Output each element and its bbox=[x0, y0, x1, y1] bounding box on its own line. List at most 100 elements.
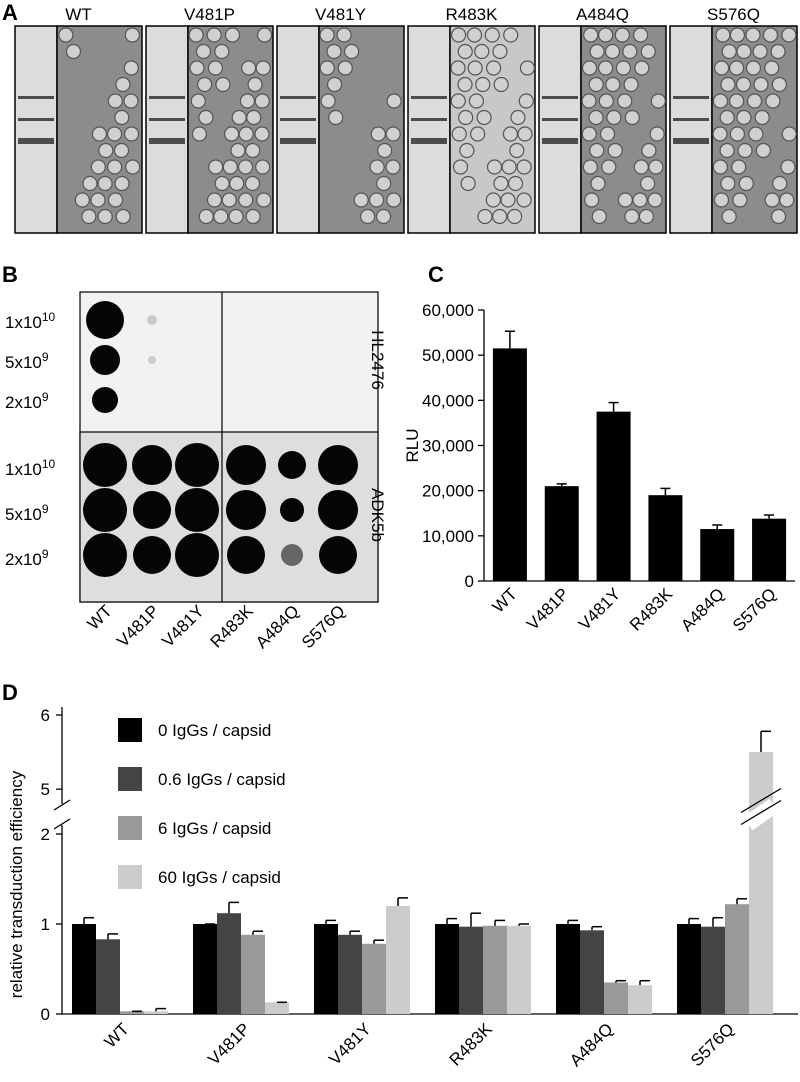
gel-band bbox=[18, 118, 54, 121]
particle bbox=[599, 126, 616, 142]
particle bbox=[106, 126, 123, 142]
bar bbox=[386, 906, 410, 1014]
particle bbox=[755, 142, 771, 159]
panel-letter: C bbox=[428, 262, 444, 287]
particle bbox=[467, 60, 483, 76]
particle bbox=[606, 109, 622, 126]
blot-dot bbox=[319, 536, 357, 574]
particle bbox=[780, 159, 796, 175]
particle bbox=[753, 76, 769, 93]
particle bbox=[737, 142, 753, 159]
particle bbox=[206, 192, 223, 208]
bar-break-line bbox=[740, 787, 782, 814]
blot-dot bbox=[86, 301, 124, 339]
particle bbox=[650, 93, 666, 109]
particle bbox=[713, 60, 730, 76]
particle bbox=[231, 109, 247, 126]
dilution-label: 1x1010 bbox=[5, 457, 56, 479]
particle bbox=[781, 27, 797, 43]
dilution-label: 5x109 bbox=[5, 502, 49, 524]
y-tick-label: 20,000 bbox=[422, 482, 474, 501]
x-tick-label: V481P bbox=[204, 1019, 254, 1069]
panel-letter: B bbox=[2, 262, 18, 287]
bar bbox=[648, 495, 683, 581]
particle bbox=[238, 192, 254, 208]
gel-band bbox=[673, 138, 709, 144]
particle bbox=[375, 208, 392, 225]
legend-label: 0.6 IgGs / capsid bbox=[158, 770, 286, 789]
panel-label: A484Q bbox=[576, 5, 629, 24]
y-tick-label: 40,000 bbox=[422, 391, 474, 410]
particle bbox=[762, 27, 779, 43]
particle bbox=[617, 93, 633, 109]
blot-dot bbox=[175, 443, 219, 487]
particle bbox=[256, 192, 272, 208]
particle bbox=[510, 109, 526, 126]
legend-swatch bbox=[118, 816, 142, 840]
x-tick-label: V481P bbox=[523, 584, 573, 634]
particle bbox=[745, 60, 762, 76]
gel-band bbox=[149, 138, 185, 144]
blot-dot bbox=[148, 356, 156, 364]
particle bbox=[360, 208, 376, 225]
gel-band bbox=[542, 138, 578, 144]
particle bbox=[615, 60, 632, 76]
particle bbox=[735, 76, 752, 93]
particle bbox=[344, 43, 360, 60]
particle bbox=[386, 93, 402, 109]
particle bbox=[500, 192, 516, 208]
particle bbox=[617, 192, 633, 208]
dilution-base: 2x10 bbox=[5, 550, 42, 569]
blot-dot bbox=[83, 533, 127, 577]
antibody-label: HL2476 bbox=[368, 330, 387, 390]
particle bbox=[501, 159, 517, 175]
particle bbox=[207, 60, 224, 76]
particle bbox=[770, 208, 787, 225]
particle bbox=[581, 60, 598, 76]
particle bbox=[246, 109, 262, 126]
particle bbox=[484, 27, 500, 43]
particle bbox=[736, 43, 752, 60]
bar bbox=[752, 518, 787, 581]
particle bbox=[224, 27, 241, 43]
blot-dot bbox=[92, 387, 118, 413]
particle bbox=[601, 159, 617, 175]
panel-letter: A bbox=[2, 0, 18, 25]
particle bbox=[764, 192, 780, 208]
legend-label: 60 IgGs / capsid bbox=[158, 868, 281, 887]
particle bbox=[459, 142, 475, 159]
x-tick-label: A484Q bbox=[677, 584, 728, 635]
particle bbox=[507, 208, 523, 225]
particle bbox=[712, 126, 728, 142]
particle bbox=[353, 192, 369, 208]
particle bbox=[376, 175, 392, 192]
dilution-label: 2x109 bbox=[5, 390, 49, 412]
particle bbox=[215, 76, 231, 93]
particle bbox=[198, 109, 214, 126]
particle bbox=[123, 126, 140, 142]
bar bbox=[507, 925, 531, 1014]
y-tick-label: 30,000 bbox=[422, 437, 474, 456]
gel-band bbox=[673, 118, 709, 121]
particle bbox=[113, 142, 130, 159]
y-tick-label: 50,000 bbox=[422, 346, 474, 365]
column-label: R483K bbox=[207, 601, 258, 652]
particle bbox=[518, 93, 534, 109]
bar bbox=[725, 904, 749, 1014]
particle bbox=[712, 93, 729, 109]
particle bbox=[736, 109, 752, 126]
particle bbox=[114, 175, 130, 192]
particle bbox=[221, 192, 237, 208]
particle bbox=[97, 175, 113, 192]
bar bbox=[217, 913, 241, 1014]
bar bbox=[556, 924, 580, 1014]
particle bbox=[255, 159, 271, 175]
particle bbox=[123, 93, 139, 109]
particle bbox=[244, 175, 261, 192]
particle bbox=[476, 109, 492, 126]
particle bbox=[712, 159, 729, 175]
particle bbox=[720, 175, 736, 192]
particle bbox=[65, 43, 82, 60]
particle bbox=[337, 60, 353, 76]
particle bbox=[516, 192, 532, 208]
